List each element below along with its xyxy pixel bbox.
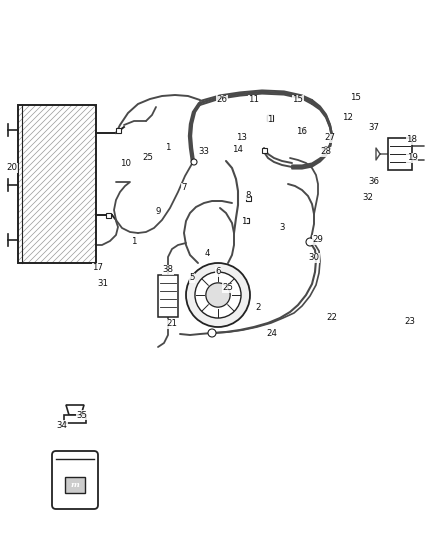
Text: 31: 31 bbox=[98, 279, 109, 288]
Bar bbox=[246, 196, 251, 200]
Text: 12: 12 bbox=[343, 114, 353, 123]
Bar bbox=[267, 115, 273, 121]
Text: 34: 34 bbox=[57, 421, 67, 430]
Text: 4: 4 bbox=[204, 249, 210, 259]
Text: 29: 29 bbox=[313, 236, 323, 245]
Bar bbox=[106, 213, 110, 217]
Text: 26: 26 bbox=[216, 95, 227, 104]
Text: 1: 1 bbox=[267, 116, 273, 125]
Text: 21: 21 bbox=[166, 319, 177, 328]
Text: 5: 5 bbox=[189, 273, 195, 282]
Circle shape bbox=[191, 159, 197, 165]
Bar bbox=[116, 127, 120, 133]
Text: 32: 32 bbox=[363, 193, 374, 203]
Text: 7: 7 bbox=[181, 183, 187, 192]
Text: 18: 18 bbox=[406, 135, 417, 144]
Circle shape bbox=[323, 147, 329, 153]
Bar bbox=[158, 275, 178, 317]
Text: 23: 23 bbox=[405, 318, 416, 327]
Text: 27: 27 bbox=[325, 133, 336, 142]
Circle shape bbox=[208, 329, 216, 337]
Text: 1: 1 bbox=[165, 143, 171, 152]
Text: 37: 37 bbox=[368, 124, 379, 133]
Text: 33: 33 bbox=[198, 148, 209, 157]
Text: 11: 11 bbox=[248, 95, 259, 104]
Text: 24: 24 bbox=[266, 329, 278, 338]
Text: 16: 16 bbox=[297, 127, 307, 136]
Circle shape bbox=[306, 238, 314, 246]
Text: 17: 17 bbox=[92, 263, 103, 272]
Circle shape bbox=[195, 272, 241, 318]
Text: 1: 1 bbox=[131, 238, 137, 246]
Text: 36: 36 bbox=[368, 177, 379, 187]
Text: 35: 35 bbox=[77, 410, 88, 419]
Text: 15: 15 bbox=[293, 95, 304, 104]
Bar bbox=[64, 415, 86, 423]
Text: m: m bbox=[71, 481, 79, 489]
Text: 14: 14 bbox=[233, 146, 244, 155]
Bar bbox=[299, 127, 304, 133]
Text: 3: 3 bbox=[279, 223, 285, 232]
Text: 10: 10 bbox=[120, 158, 131, 167]
Text: 19: 19 bbox=[406, 154, 417, 163]
Text: 6: 6 bbox=[215, 268, 221, 277]
Text: 25: 25 bbox=[223, 284, 233, 293]
Text: 8: 8 bbox=[245, 190, 251, 199]
Text: 20: 20 bbox=[7, 164, 18, 173]
Bar bbox=[18, 105, 96, 263]
FancyBboxPatch shape bbox=[52, 451, 98, 509]
Text: 38: 38 bbox=[162, 265, 173, 274]
Text: 25: 25 bbox=[142, 152, 153, 161]
Text: 9: 9 bbox=[155, 207, 161, 216]
Circle shape bbox=[206, 283, 230, 307]
Bar bbox=[244, 217, 248, 222]
Bar bbox=[261, 148, 266, 152]
Text: 13: 13 bbox=[237, 133, 247, 142]
Text: 15: 15 bbox=[350, 93, 361, 102]
Text: 22: 22 bbox=[326, 313, 338, 322]
Bar bbox=[65, 477, 85, 493]
Circle shape bbox=[186, 263, 250, 327]
Polygon shape bbox=[66, 405, 84, 415]
Text: 2: 2 bbox=[255, 303, 261, 312]
Text: 28: 28 bbox=[321, 148, 332, 157]
Bar bbox=[388, 138, 412, 170]
Text: 30: 30 bbox=[308, 254, 319, 262]
Text: 1: 1 bbox=[241, 217, 247, 227]
